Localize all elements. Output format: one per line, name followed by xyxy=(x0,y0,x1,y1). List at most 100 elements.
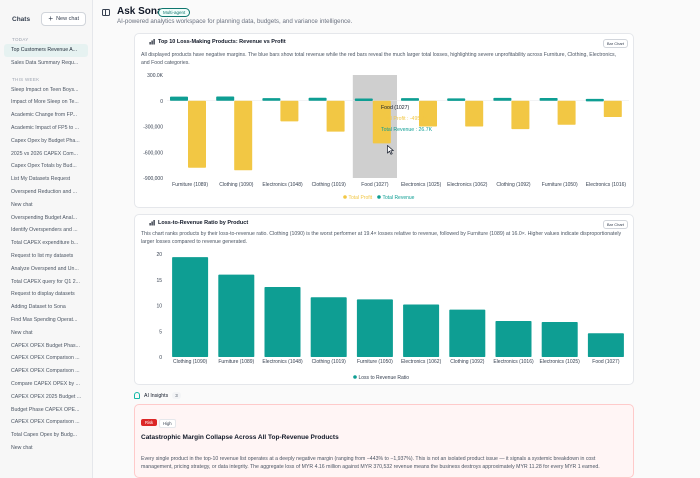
insight-card[interactable]: Risk High Catastrophic Margin Collapse A… xyxy=(134,404,634,478)
ratio-bar[interactable] xyxy=(541,321,578,357)
profit-bar[interactable] xyxy=(234,100,253,171)
chat-history-item[interactable]: Request to list my datasets xyxy=(11,252,74,259)
revenue-bar[interactable] xyxy=(493,97,512,101)
chart1-title-text: Top 10 Loss-Making Products: Revenue vs … xyxy=(158,39,286,45)
x-tick-label: Electronics (1048) xyxy=(262,359,303,365)
chat-sidebar: Chats + New chat TODAY Top Customers Rev… xyxy=(0,0,93,478)
chart2-title-text: Loss-to-Revenue Ratio by Product xyxy=(158,220,249,226)
revenue-bar[interactable] xyxy=(216,96,235,101)
chat-history-item[interactable]: Overspending Budget Anal... xyxy=(11,214,78,221)
bar-chart-icon xyxy=(149,39,155,45)
profit-bar[interactable] xyxy=(280,100,299,122)
revenue-bar[interactable] xyxy=(401,98,419,101)
legend-label: Total Revenue xyxy=(383,195,415,201)
new-chat-button[interactable]: + New chat xyxy=(41,12,86,26)
chat-history-item[interactable]: New chat xyxy=(11,201,33,208)
x-tick-label: Furniture (1089) xyxy=(172,182,208,188)
ai-insights-header[interactable]: AI Insights 3 xyxy=(134,392,181,399)
page-subtitle: AI-powered analytics workspace for plann… xyxy=(117,18,353,25)
risk-tag: Risk xyxy=(141,419,158,426)
y-tick-label: -900,000 xyxy=(143,176,163,182)
revenue-bar[interactable] xyxy=(170,96,188,101)
chat-history-item[interactable]: Capex Opex Totals by Bud... xyxy=(11,163,77,170)
chat-history-item[interactable]: Total CAPEX query for Q1 2... xyxy=(11,278,80,285)
ratio-bar[interactable] xyxy=(449,309,486,357)
revenue-bar[interactable] xyxy=(354,98,373,101)
revenue-profit-chart-card: Top 10 Loss-Making Products: Revenue vs … xyxy=(134,33,634,208)
revenue-bar[interactable] xyxy=(539,98,558,101)
chat-history-item[interactable]: CAPEX OPEX Comparison ... xyxy=(11,355,80,362)
chat-history-item[interactable]: CAPEX OPEX Budget Phas... xyxy=(11,342,80,349)
y-tick-label: -300,000 xyxy=(143,125,163,131)
loss-ratio-chart[interactable]: 20 15 10 5 0 Clothing (1090) Furniture (1089) E… xyxy=(135,215,635,386)
chat-history-item[interactable]: New chat xyxy=(11,444,33,451)
chat-history-item[interactable]: Academic Impact of FP5 to ... xyxy=(11,124,80,131)
chat-history-item[interactable]: Sales Data Summary Requ... xyxy=(11,59,79,66)
profit-bar[interactable] xyxy=(326,100,345,132)
legend-swatch xyxy=(377,195,381,199)
tooltip-profit-swatch xyxy=(381,106,385,110)
chat-history-item[interactable]: List My Datasets Request xyxy=(11,176,71,183)
ratio-bar[interactable] xyxy=(264,286,301,357)
revenue-bar[interactable] xyxy=(262,98,281,101)
profit-bar[interactable] xyxy=(188,100,206,168)
x-tick-label: Food (1027) xyxy=(361,182,389,188)
chart2-title: Loss-to-Revenue Ratio by Product xyxy=(149,220,248,226)
profit-bar[interactable] xyxy=(603,100,622,118)
ratio-bar[interactable] xyxy=(587,333,624,357)
revenue-bar[interactable] xyxy=(585,98,604,102)
chat-history-item[interactable]: New chat xyxy=(11,329,33,336)
chat-history-item[interactable]: CAPEX OPEX Comparison ... xyxy=(11,419,80,426)
chat-history-item[interactable]: Capex Opex by Budget Pha... xyxy=(11,137,80,144)
chat-history-item[interactable]: Find Max Spending Operat... xyxy=(11,316,78,323)
chat-history-item[interactable]: Identify Overspenders and ... xyxy=(11,227,78,234)
chat-history-item[interactable]: Impact of More Sleep on Te... xyxy=(11,99,79,106)
revenue-bar[interactable] xyxy=(447,98,466,101)
ratio-bar[interactable] xyxy=(356,299,393,357)
profit-bar[interactable] xyxy=(419,100,437,127)
ratio-bar[interactable] xyxy=(403,304,440,357)
chat-history-item[interactable]: CAPEX OPEX Comparison ... xyxy=(11,368,80,375)
section-week-label: THIS WEEK xyxy=(12,76,40,82)
chat-history-item[interactable]: 2025 vs 2026 CAPEX Com... xyxy=(11,150,78,157)
revenue-bar[interactable] xyxy=(308,97,327,101)
chat-history-item[interactable]: Compare CAPEX OPEX by ... xyxy=(11,380,80,387)
toggle-sidebar-icon[interactable] xyxy=(102,9,110,16)
y-tick-label: 15 xyxy=(156,278,162,284)
profit-bar[interactable] xyxy=(372,100,391,144)
ratio-bar[interactable] xyxy=(495,320,532,357)
chat-history-item[interactable]: Overspend Reduction and ... xyxy=(11,188,78,195)
chat-history-item[interactable]: Adding Dataset to Sona xyxy=(11,304,66,311)
chat-history-item[interactable]: Request to display datasets xyxy=(11,291,75,298)
chart1-type-pill[interactable]: Bar Chart xyxy=(602,39,628,48)
y-tick-label: 0 xyxy=(159,355,162,361)
profit-bar[interactable] xyxy=(511,100,530,130)
y-tick-label: 5 xyxy=(159,329,162,335)
x-tick-label: Furniture (1050) xyxy=(357,359,393,365)
chat-history-item[interactable]: Total CAPEX expenditure b... xyxy=(11,240,79,247)
profit-bar[interactable] xyxy=(557,100,576,125)
week-chat-list: Sleep Impact on Teen Boys... Impact of Mo… xyxy=(0,84,92,455)
x-tick-label: Furniture (1089) xyxy=(218,359,254,365)
x-tick-label: Clothing (1090) xyxy=(219,182,254,188)
ratio-bar[interactable] xyxy=(172,257,209,357)
plus-icon: + xyxy=(48,14,54,23)
chat-history-item[interactable]: Budget Phase CAPEX OPE... xyxy=(11,406,80,413)
chart1-title: Top 10 Loss-Making Products: Revenue vs … xyxy=(149,39,286,45)
ratio-bar[interactable] xyxy=(310,297,347,357)
chat-history-item[interactable]: Top Customers Revenue A... xyxy=(4,44,88,57)
chat-history-item[interactable]: Analyze Overspend and Un... xyxy=(11,265,79,272)
legend-swatch xyxy=(343,195,347,199)
section-today-label: TODAY xyxy=(12,37,29,42)
chat-history-item[interactable]: Total Capex Opex by Budg... xyxy=(11,432,78,439)
chart2-type-pill[interactable]: Bar Chart xyxy=(602,220,628,229)
chart1-description: All displayed products have negative mar… xyxy=(141,52,617,66)
profit-bar[interactable] xyxy=(465,100,484,127)
chat-history-item[interactable]: Sleep Impact on Teen Boys... xyxy=(11,86,79,93)
page-title: Ask Sona xyxy=(117,6,163,17)
chat-history-item[interactable]: CAPEX OPEX 2025 Budget ... xyxy=(11,393,82,400)
tooltip-revenue: Total Revenue : 26.7K xyxy=(381,127,433,133)
ratio-bar[interactable] xyxy=(218,274,255,357)
chat-history-item[interactable]: Academic Change from FP... xyxy=(11,112,77,119)
revenue-profit-chart[interactable]: 300.0K 0 -300,000 -600,000 -900,000 Furniture… xyxy=(135,34,635,209)
